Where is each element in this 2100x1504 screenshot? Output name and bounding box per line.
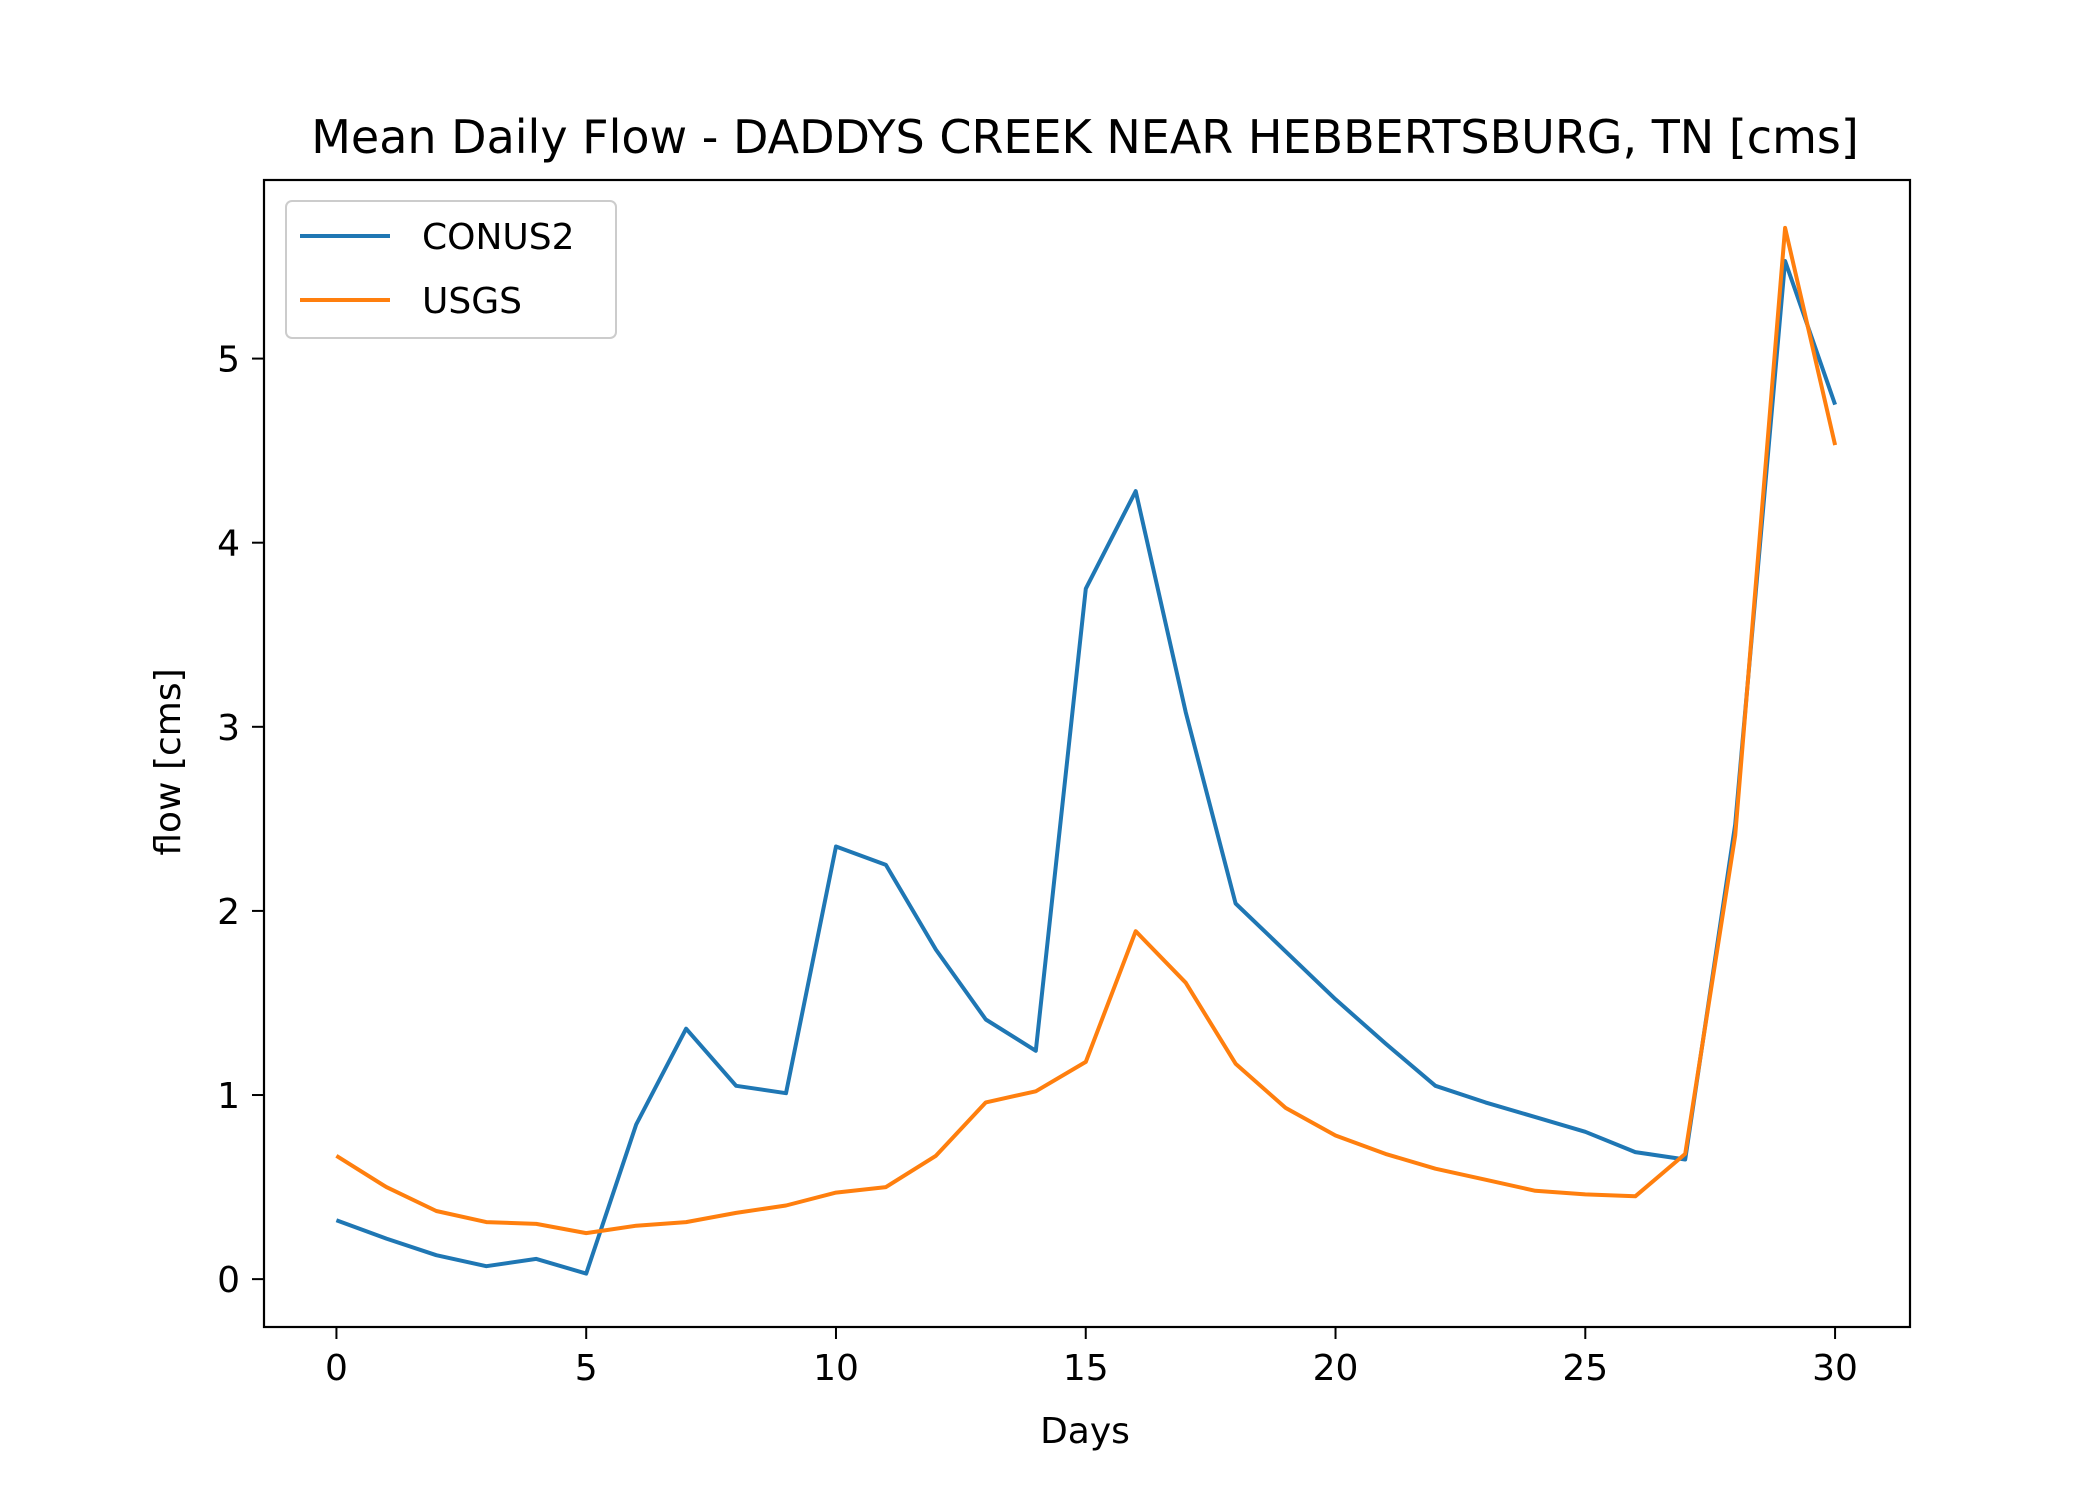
x-tick-label: 5 bbox=[575, 1348, 598, 1389]
x-tick-label: 10 bbox=[813, 1348, 859, 1389]
plot-area: 0 5 10 15 20 25 30 0 1 2 3 4 5 bbox=[217, 178, 1912, 1389]
legend: CONUS2 USGS bbox=[285, 200, 617, 339]
series-line-conus2 bbox=[335, 259, 1837, 1276]
y-tick-label: 3 bbox=[217, 708, 240, 749]
y-tick-label: 5 bbox=[217, 340, 240, 381]
axes-frame bbox=[262, 178, 1912, 1329]
y-tick-label: 2 bbox=[217, 892, 240, 933]
y-tick-label: 1 bbox=[217, 1076, 240, 1117]
legend-label-conus2: CONUS2 bbox=[422, 217, 575, 258]
y-tick-label: 4 bbox=[217, 524, 240, 565]
y-tick-label: 0 bbox=[217, 1260, 240, 1301]
legend-label-usgs: USGS bbox=[422, 281, 522, 322]
x-tick-label: 30 bbox=[1812, 1348, 1858, 1389]
x-tick-label: 15 bbox=[1063, 1348, 1109, 1389]
series-line-usgs bbox=[335, 225, 1838, 1236]
x-axis-label: Days bbox=[1040, 1411, 1130, 1452]
x-tick-label: 25 bbox=[1562, 1348, 1608, 1389]
x-tick-label: 0 bbox=[325, 1348, 348, 1389]
y-axis-label: flow [cms] bbox=[148, 668, 189, 855]
chart-title: Mean Daily Flow - DADDYS CREEK NEAR HEBB… bbox=[311, 110, 1859, 164]
x-tick-label: 20 bbox=[1313, 1348, 1359, 1389]
